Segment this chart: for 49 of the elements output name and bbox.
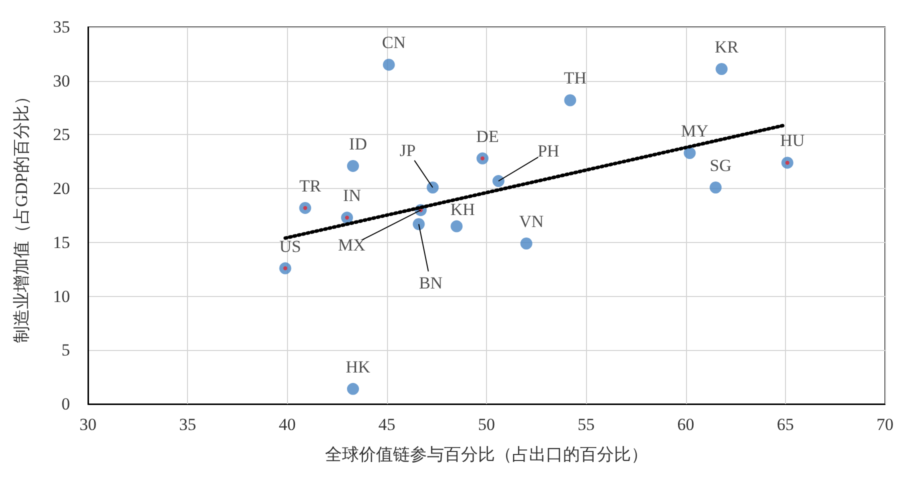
y-tick-label: 20 [53,179,70,198]
x-tick-label: 65 [776,415,794,434]
x-tick-label: 50 [478,415,495,434]
annotation: DE [476,126,499,146]
x-tick-label: 40 [278,415,296,434]
y-tick-label: 5 [62,340,70,360]
annotation: PH [538,142,560,161]
point [684,147,696,160]
point [412,218,425,230]
point [426,181,439,194]
annotation: HU [780,131,805,150]
annotation: VN [519,212,544,232]
point [347,382,360,395]
x-tick-label: 30 [80,415,96,434]
x-tick-label: 55 [578,415,595,434]
point [710,181,722,194]
annotation: MY [681,122,708,141]
y-tick-label: 35 [53,18,70,36]
point [564,94,576,106]
y-tick-label: 30 [53,71,70,90]
point [347,160,360,172]
point [492,175,504,188]
annotation: KH [450,200,475,219]
point [450,220,463,232]
annotation: IN [343,186,361,206]
point [520,238,532,250]
x-tick-label: 70 [876,415,894,434]
annotation: TR [299,176,322,196]
y-tick-label: 15 [53,232,70,252]
annotation: US [279,236,302,256]
annotation: JP [400,140,416,160]
y-tick-label: 25 [53,125,70,144]
y-tick-label: 0 [62,394,70,414]
annotation: TH [564,68,587,88]
annotation: MX [338,236,366,255]
annotation: HK [346,357,371,376]
annotation: KR [714,38,740,57]
x-tick-label: 35 [179,415,196,434]
annotation: SG [710,156,732,175]
annotation: BN [418,274,443,293]
x-tick-label: 60 [677,415,694,434]
x-axis-title: 全球价值链参与百分比（占出口的百分比） [325,445,648,464]
annotation: ID [349,134,367,154]
point [716,63,728,76]
y-axis-title: 制造业增加值（占GDP的百分比） [12,88,31,344]
annotation: CN [382,33,406,52]
y-tick-label: 10 [53,286,70,306]
point [382,58,395,71]
x-tick-label: 45 [378,415,396,434]
